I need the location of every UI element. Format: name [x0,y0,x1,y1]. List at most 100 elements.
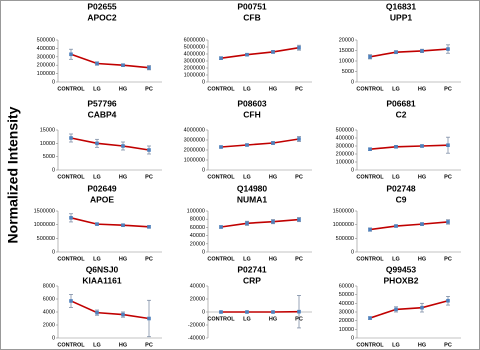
chart-subtitle: NUMA1 [237,194,267,204]
x-tick-label: CONTROL [57,256,85,262]
marker [69,216,73,220]
chart-title: P06681 [386,98,416,108]
y-tick-label: 20000 [190,241,205,247]
y-tick-label: 6000 [43,296,55,302]
chart-subtitle: UPP1 [390,12,412,22]
chart-subtitle: CABP4 [88,109,117,119]
marker [394,50,398,54]
chart-title: P02741 [237,264,267,274]
y-tick-label: 1000000 [34,222,55,228]
data-line [70,137,150,151]
y-tick-label: 3000000 [184,58,205,64]
x-tick-label: CONTROL [356,256,384,262]
marker [446,47,450,51]
y-tick-label: 300000 [336,143,354,149]
y-tick-label: 0 [351,249,354,255]
x-tick-label: CONTROL [356,342,384,348]
marker [420,305,424,310]
y-tick-label: 0 [351,167,354,173]
x-tick-label: LG [243,316,251,322]
x-tick-label: PC [444,256,452,262]
y-tick-label: 1500000 [333,208,354,214]
chart-subtitle: APOE [90,194,114,204]
marker [446,143,450,147]
y-tick-label: 2000000 [184,147,205,153]
marker [271,50,275,54]
data-line [369,299,449,319]
x-tick-label: PC [444,174,452,180]
marker [147,316,151,321]
y-tick-label: 10000 [40,141,55,147]
marker [394,145,398,149]
marker [271,310,275,314]
y-tick-label: 0 [202,79,205,85]
x-tick-label: PC [295,256,303,262]
x-tick-label: LG [243,256,251,262]
x-tick-label: LG [392,86,400,92]
x-tick-label: HG [269,316,277,322]
x-tick-label: PC [295,174,303,180]
x-tick-label: PC [145,174,153,180]
marker [121,63,125,67]
x-tick-label: CONTROL [356,86,384,92]
data-line [220,46,300,59]
x-tick-label: LG [93,256,101,262]
chart-subtitle: APOC2 [87,12,117,22]
chart-title: P00751 [237,1,267,11]
x-tick-label: HG [269,174,277,180]
y-tick-label: -40000 [188,335,205,341]
y-tick-label: 4000 [43,309,55,315]
y-tick-label: 0 [52,79,55,85]
marker [69,52,73,57]
y-tick-label: 40000 [190,233,205,239]
y-tick-label: 400000 [336,135,354,141]
y-tick-label: 15000 [339,48,354,54]
y-tick-label: 5000000 [184,44,205,50]
x-tick-label: PC [145,86,153,92]
y-tick-label: 0 [202,309,205,315]
chart-subtitle: CFH [243,109,260,119]
x-tick-label: PC [444,86,452,92]
y-tick-label: 0 [52,335,55,341]
chart-subtitle: C2 [396,109,407,119]
marker [95,61,99,66]
y-tick-label: 500000 [37,236,55,242]
y-tick-label: 3000000 [184,137,205,143]
x-tick-label: HG [269,86,277,92]
marker [420,49,424,53]
marker [147,148,151,152]
chart-title: P08603 [237,98,267,108]
y-tick-label: 5000 [342,69,354,75]
data-line [70,300,150,320]
y-tick-label: 100000 [37,71,55,77]
y-tick-label: 6000000 [184,37,205,43]
marker [446,298,450,303]
y-tick-label: 40000 [190,283,205,289]
x-tick-label: LG [392,256,400,262]
marker [394,224,398,228]
marker [219,225,223,229]
x-tick-label: CONTROL [356,174,384,180]
x-tick-label: LG [93,174,101,180]
data-line [220,138,300,148]
x-tick-label: LG [93,342,101,348]
chart-subtitle: C9 [396,194,407,204]
y-tick-label: 500000 [37,37,55,43]
y-tick-label: 0 [351,79,354,85]
marker [121,223,125,228]
chart-title: P02655 [87,1,117,11]
marker [446,220,450,224]
x-tick-label: HG [418,86,426,92]
x-tick-label: LG [392,174,400,180]
y-tick-label: 100000 [336,159,354,165]
marker [219,145,223,149]
chart-subtitle: PHOXB2 [384,275,419,285]
marker [121,144,125,148]
marker [368,316,372,320]
y-tick-label: 4000000 [184,51,205,57]
y-tick-label: 60000 [339,283,354,289]
marker [121,312,125,317]
marker [271,219,275,224]
